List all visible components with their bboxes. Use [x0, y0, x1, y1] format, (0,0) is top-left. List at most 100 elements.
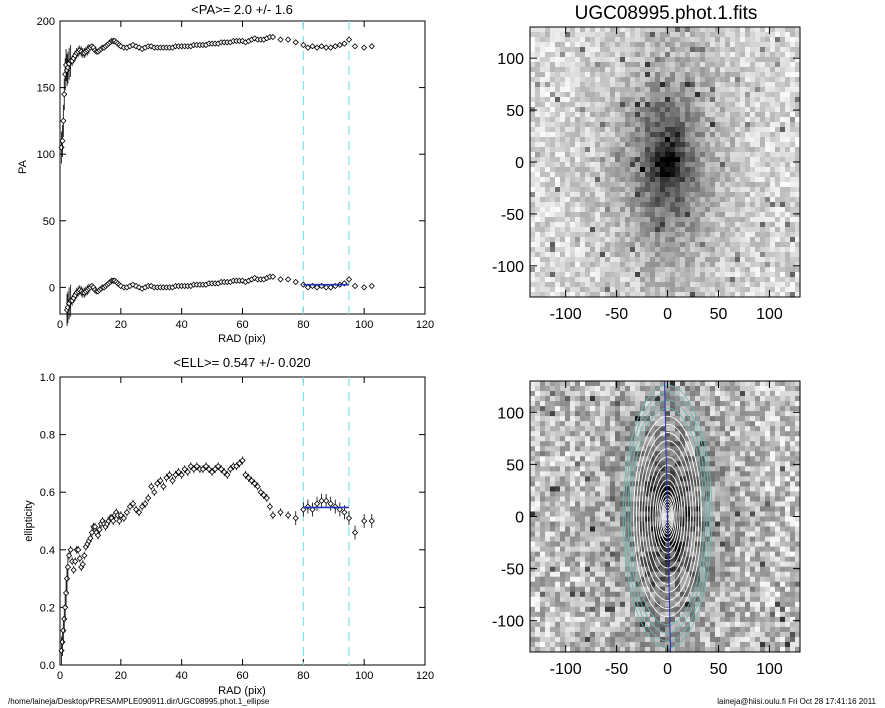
- pixel: [775, 461, 781, 467]
- pixel: [655, 102, 661, 108]
- pixel: [555, 227, 561, 233]
- pixel: [760, 287, 766, 293]
- pixel: [690, 207, 696, 213]
- pixel: [735, 277, 741, 283]
- pixel: [735, 137, 741, 143]
- pixel: [620, 77, 626, 83]
- pixel: [780, 451, 786, 457]
- pixel: [590, 411, 596, 417]
- pixel: [575, 197, 581, 203]
- pixel: [640, 222, 646, 228]
- pixel: [565, 421, 571, 427]
- pixel: [675, 127, 681, 133]
- pixel: [650, 112, 656, 118]
- pixel: [565, 212, 571, 218]
- pixel: [540, 132, 546, 138]
- pixel: [570, 52, 576, 58]
- pixel: [570, 242, 576, 248]
- pixel: [570, 476, 576, 482]
- pixel: [575, 436, 581, 442]
- pixel: [640, 426, 646, 432]
- pixel: [700, 486, 706, 492]
- pixel: [635, 257, 641, 263]
- pixel: [785, 272, 791, 278]
- pixel: [550, 87, 556, 93]
- pixel: [680, 82, 686, 88]
- pixel: [660, 152, 666, 158]
- pixel: [720, 217, 726, 223]
- pixel: [635, 102, 641, 108]
- pixel: [795, 102, 801, 108]
- pixel: [640, 72, 646, 78]
- pixel: [725, 277, 731, 283]
- pixel: [665, 152, 671, 158]
- pixel: [785, 491, 791, 497]
- pixel: [695, 287, 701, 293]
- pixel: [650, 27, 656, 33]
- pixel: [640, 257, 646, 263]
- pixel: [655, 27, 661, 33]
- pixel: [775, 57, 781, 63]
- pixel: [600, 77, 606, 83]
- pixel: [600, 217, 606, 223]
- pixel: [595, 187, 601, 193]
- pixel: [600, 386, 606, 392]
- data-point: [285, 276, 292, 283]
- pixel: [690, 112, 696, 118]
- pixel: [545, 491, 551, 497]
- pixel: [655, 247, 661, 253]
- pixel: [700, 72, 706, 78]
- pixel: [635, 381, 641, 387]
- pixel: [675, 182, 681, 188]
- pixel: [775, 207, 781, 213]
- pixel: [785, 381, 791, 387]
- pixel: [585, 232, 591, 238]
- pixel: [575, 431, 581, 437]
- pixel: [635, 57, 641, 63]
- pixel: [765, 212, 771, 218]
- pixel: [655, 396, 661, 402]
- pixel: [645, 127, 651, 133]
- pixel: [720, 212, 726, 218]
- pixel: [780, 431, 786, 437]
- pixel: [550, 426, 556, 432]
- pixel: [680, 187, 686, 193]
- pixel: [610, 182, 616, 188]
- pixel: [690, 47, 696, 53]
- pixel: [750, 247, 756, 253]
- pixel: [745, 252, 751, 258]
- pixel: [555, 287, 561, 293]
- pixel: [595, 381, 601, 387]
- pixel: [545, 282, 551, 288]
- pixel: [580, 381, 586, 387]
- pixel: [670, 107, 676, 113]
- pixel: [665, 112, 671, 118]
- pixel: [795, 47, 801, 53]
- pixel: [590, 416, 596, 422]
- pixel: [765, 287, 771, 293]
- pixel: [625, 57, 631, 63]
- pixel: [580, 87, 586, 93]
- pixel: [680, 411, 686, 417]
- pixel: [760, 441, 766, 447]
- pixel: [755, 247, 761, 253]
- pixel: [625, 197, 631, 203]
- pixel: [610, 127, 616, 133]
- pixel: [660, 202, 666, 208]
- pixel: [575, 77, 581, 83]
- pixel: [665, 486, 671, 492]
- pixel: [560, 77, 566, 83]
- pixel: [545, 406, 551, 412]
- pixel: [555, 32, 561, 38]
- pixel: [710, 117, 716, 123]
- data-point-upper: [309, 43, 316, 50]
- pixel: [560, 277, 566, 283]
- pixel: [765, 401, 771, 407]
- pixel: [685, 436, 691, 442]
- pixel: [735, 177, 741, 183]
- pixel: [740, 232, 746, 238]
- pixel: [705, 227, 711, 233]
- pixel: [685, 157, 691, 163]
- pixel: [600, 491, 606, 497]
- pixel: [725, 72, 731, 78]
